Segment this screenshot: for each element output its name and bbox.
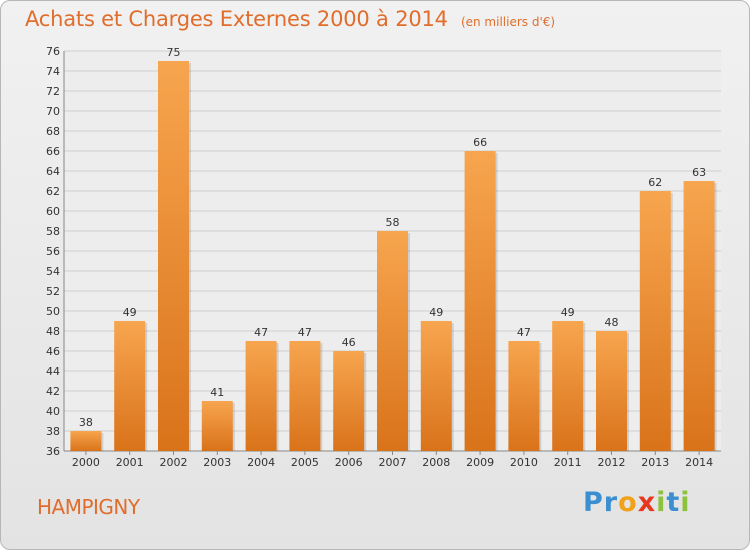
brand-logo[interactable]: Proxiti xyxy=(583,487,691,518)
logo-letter: r xyxy=(603,487,619,518)
logo-letter: t xyxy=(666,487,681,518)
y-tick-label: 36 xyxy=(46,445,60,458)
data-label: 49 xyxy=(561,306,575,319)
data-label: 66 xyxy=(473,136,487,149)
y-tick-label: 56 xyxy=(46,245,60,258)
logo-letter: x xyxy=(637,487,657,518)
data-label: 49 xyxy=(429,306,443,319)
y-tick-label: 38 xyxy=(46,425,60,438)
data-label: 41 xyxy=(210,386,224,399)
data-label: 62 xyxy=(648,176,662,189)
data-label: 63 xyxy=(692,166,706,179)
data-label: 46 xyxy=(342,336,356,349)
logo-letter: P xyxy=(583,487,604,518)
y-tick-label: 70 xyxy=(46,105,60,118)
bar xyxy=(683,181,715,451)
x-tick-label: 2006 xyxy=(335,456,363,469)
logo-letter: i xyxy=(680,487,691,518)
data-label: 58 xyxy=(386,216,400,229)
bar xyxy=(114,321,146,451)
x-tick-label: 2007 xyxy=(379,456,407,469)
data-label: 47 xyxy=(298,326,312,339)
town-name: HAMPIGNY xyxy=(37,495,140,519)
x-tick-label: 2009 xyxy=(466,456,494,469)
x-tick-label: 2003 xyxy=(203,456,231,469)
x-tick-label: 2000 xyxy=(72,456,100,469)
bar xyxy=(639,191,671,451)
bar xyxy=(245,341,277,451)
x-tick-label: 2012 xyxy=(598,456,626,469)
bar xyxy=(158,61,189,451)
data-label: 49 xyxy=(123,306,137,319)
bar xyxy=(596,331,627,451)
x-tick-label: 2010 xyxy=(510,456,538,469)
data-label: 47 xyxy=(517,326,531,339)
bar xyxy=(289,341,321,451)
y-tick-label: 58 xyxy=(46,225,60,238)
data-label: 38 xyxy=(79,416,93,429)
x-tick-label: 2001 xyxy=(116,456,144,469)
bar xyxy=(464,151,496,451)
bar xyxy=(552,321,584,451)
y-tick-label: 42 xyxy=(46,385,60,398)
chart-unit: (en milliers d'€) xyxy=(460,15,556,29)
y-tick-label: 62 xyxy=(46,185,60,198)
y-tick-label: 60 xyxy=(46,205,60,218)
bar xyxy=(508,341,540,451)
x-tick-label: 2005 xyxy=(291,456,319,469)
y-tick-label: 44 xyxy=(46,365,60,378)
y-tick-label: 48 xyxy=(46,325,60,338)
x-tick-label: 2002 xyxy=(160,456,188,469)
y-tick-label: 46 xyxy=(46,345,60,358)
data-label: 47 xyxy=(254,326,268,339)
y-tick-label: 52 xyxy=(46,285,60,298)
bar xyxy=(70,431,102,451)
y-tick-label: 54 xyxy=(46,265,60,278)
y-tick-label: 40 xyxy=(46,405,60,418)
x-tick-label: 2008 xyxy=(422,456,450,469)
chart-title: Achats et Charges Externes 2000 à 2014 xyxy=(25,7,448,31)
y-tick-label: 66 xyxy=(46,145,60,158)
x-tick-label: 2014 xyxy=(685,456,713,469)
y-tick-label: 50 xyxy=(46,305,60,318)
y-tick-label: 74 xyxy=(46,65,60,78)
bar xyxy=(201,401,233,451)
logo-letter: i xyxy=(656,487,667,518)
bar xyxy=(420,321,452,451)
y-tick-label: 68 xyxy=(46,125,60,138)
logo-letter: o xyxy=(618,487,638,518)
chart-header: Achats et Charges Externes 2000 à 2014 (… xyxy=(25,7,555,31)
data-label: 48 xyxy=(605,316,619,329)
bar xyxy=(377,231,408,451)
y-tick-label: 76 xyxy=(46,45,60,58)
data-label: 75 xyxy=(167,46,181,59)
bar xyxy=(333,351,365,451)
x-tick-label: 2013 xyxy=(641,456,669,469)
y-tick-label: 72 xyxy=(46,85,60,98)
y-tick-label: 64 xyxy=(46,165,60,178)
x-tick-label: 2004 xyxy=(247,456,275,469)
x-tick-label: 2011 xyxy=(554,456,582,469)
